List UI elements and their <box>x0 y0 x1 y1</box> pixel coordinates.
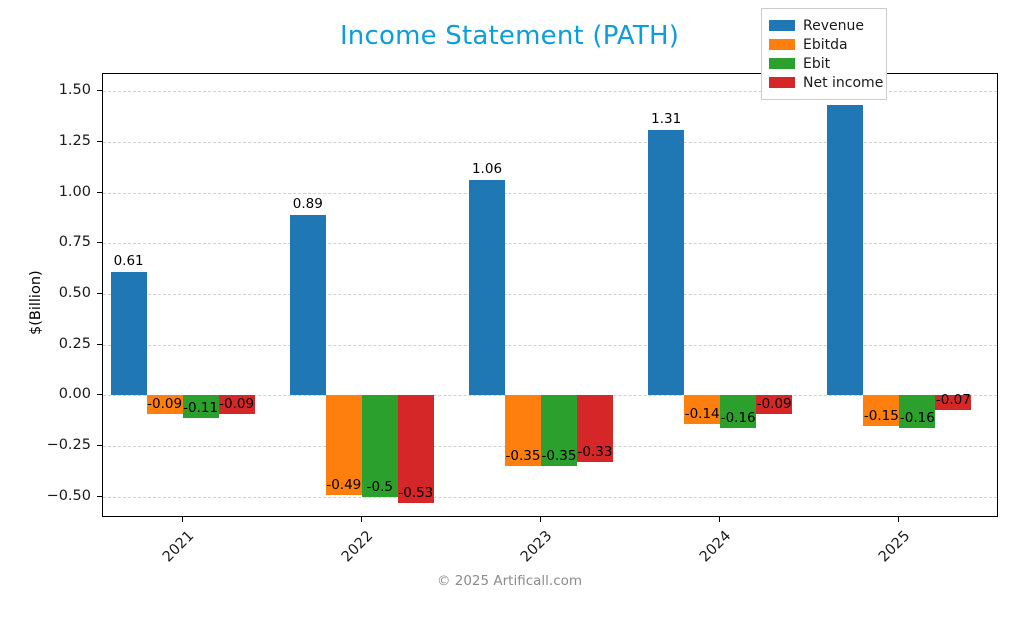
y-tick-mark <box>97 445 102 447</box>
bar-value-label: -0.09 <box>756 395 792 412</box>
y-tick-label: 0.75 <box>58 234 91 251</box>
bar-value-label: -0.35 <box>505 448 541 465</box>
legend-swatch-icon <box>769 77 795 88</box>
y-gridline <box>103 496 997 498</box>
x-tick-mark <box>540 517 541 522</box>
y-tick-mark <box>97 292 102 294</box>
x-tick-label: 2023 <box>517 528 556 566</box>
bar-ebit-2024[interactable] <box>720 395 757 428</box>
legend-swatch-icon <box>769 58 795 69</box>
bar-value-label: -0.33 <box>577 444 613 461</box>
bar-ebitda-2023[interactable] <box>505 395 541 467</box>
chart-legend: Revenue Ebitda Ebit Net income <box>761 8 887 100</box>
bar-value-label: -0.09 <box>219 395 255 412</box>
bar-value-label: -0.16 <box>720 409 756 426</box>
bar-net-income-2025[interactable] <box>935 395 972 410</box>
bar-ebitda-2022[interactable] <box>325 395 362 495</box>
y-tick-mark <box>97 242 102 244</box>
bar-value-label: -0.15 <box>863 407 899 424</box>
y-tick-label: −0.50 <box>46 487 91 504</box>
legend-item-label: Ebit <box>803 55 831 72</box>
y-gridline <box>103 344 997 346</box>
x-tick-mark <box>360 517 362 522</box>
bar-value-label: -0.5 <box>366 478 393 495</box>
bar-value-label: -0.09 <box>147 395 183 412</box>
bar-ebitda-2025[interactable] <box>863 395 900 426</box>
bar-value-label: -0.53 <box>398 484 434 501</box>
legend-item-revenue[interactable]: Revenue <box>769 16 878 35</box>
legend-item-label: Net income <box>803 74 884 91</box>
y-tick-label: 0.25 <box>58 335 91 352</box>
y-tick-label: −0.25 <box>46 437 91 454</box>
bar-value-label: -0.49 <box>326 476 362 493</box>
y-axis-label: $(Billion) <box>28 270 44 335</box>
y-tick-mark <box>97 495 102 497</box>
x-tick-label: 2022 <box>338 528 377 566</box>
bar-ebit-2021[interactable] <box>182 395 219 418</box>
bar-revenue-2025[interactable] <box>827 105 864 396</box>
bar-value-label: 0.61 <box>113 252 144 269</box>
legend-item-label: Revenue <box>803 17 864 34</box>
bar-value-label: -0.14 <box>684 405 720 422</box>
bar-net-income-2023[interactable] <box>577 395 613 463</box>
y-tick-label: 1.25 <box>58 132 91 149</box>
legend-item-label: Ebitda <box>803 36 848 53</box>
bar-value-label: -0.11 <box>183 399 219 416</box>
x-tick-label: 2024 <box>697 528 735 566</box>
y-gridline <box>103 141 997 143</box>
y-tick-label: 0.50 <box>58 284 91 301</box>
y-tick-mark <box>97 90 102 92</box>
y-tick-label: 0.00 <box>58 386 91 403</box>
bar-net-income-2021[interactable] <box>218 395 255 414</box>
y-tick-mark <box>97 394 102 396</box>
plot-inner: 0.61 -0.09 -0.11 -0.09 0.89 -0.49 -0.5 -0.53 1.0… <box>103 74 997 516</box>
bar-revenue-2023[interactable] <box>469 180 505 396</box>
bar-value-label: 0.89 <box>292 195 323 212</box>
y-tick-mark <box>97 140 102 142</box>
footer-credit: © 2025 Artificall.com <box>436 573 583 589</box>
x-tick-mark <box>898 517 900 522</box>
y-gridline <box>103 293 997 295</box>
legend-item-ebitda[interactable]: Ebitda <box>769 35 878 54</box>
x-tick-mark <box>181 517 183 522</box>
y-tick-mark <box>97 343 102 345</box>
bar-revenue-2022[interactable] <box>289 214 326 396</box>
legend-item-ebit[interactable]: Ebit <box>769 54 878 73</box>
bar-ebit-2023[interactable] <box>541 395 577 467</box>
y-gridline <box>103 192 997 194</box>
bar-ebitda-2024[interactable] <box>684 395 721 424</box>
page-title: Income Statement (PATH) <box>339 21 680 51</box>
y-gridline <box>103 91 997 93</box>
bar-revenue-2021[interactable] <box>110 271 147 396</box>
x-tick-label: 2025 <box>876 528 914 566</box>
bar-value-label: -0.07 <box>935 391 971 408</box>
bar-value-label: -0.16 <box>899 409 935 426</box>
x-tick-label: 2021 <box>159 528 197 566</box>
x-tick-mark <box>719 517 721 522</box>
bar-value-label: -0.35 <box>541 448 577 465</box>
plot-area: 0.61 -0.09 -0.11 -0.09 0.89 -0.49 -0.5 -0.53 1.0… <box>102 73 998 517</box>
bar-revenue-2024[interactable] <box>648 129 685 396</box>
y-gridline <box>103 243 997 245</box>
bar-ebitda-2021[interactable] <box>146 395 183 414</box>
legend-swatch-icon <box>769 20 795 31</box>
bar-value-label: 1.31 <box>651 110 682 127</box>
bar-net-income-2022[interactable] <box>397 395 434 503</box>
bar-net-income-2024[interactable] <box>756 395 793 414</box>
y-tick-label: 1.50 <box>58 82 91 99</box>
y-tick-label: 1.00 <box>58 183 91 200</box>
legend-item-net-income[interactable]: Net income <box>769 73 883 92</box>
legend-swatch-icon <box>769 39 795 50</box>
y-tick-mark <box>97 191 102 193</box>
bar-value-label: 1.06 <box>471 161 503 178</box>
bar-ebit-2025[interactable] <box>899 395 936 428</box>
bar-ebit-2022[interactable] <box>361 395 398 497</box>
